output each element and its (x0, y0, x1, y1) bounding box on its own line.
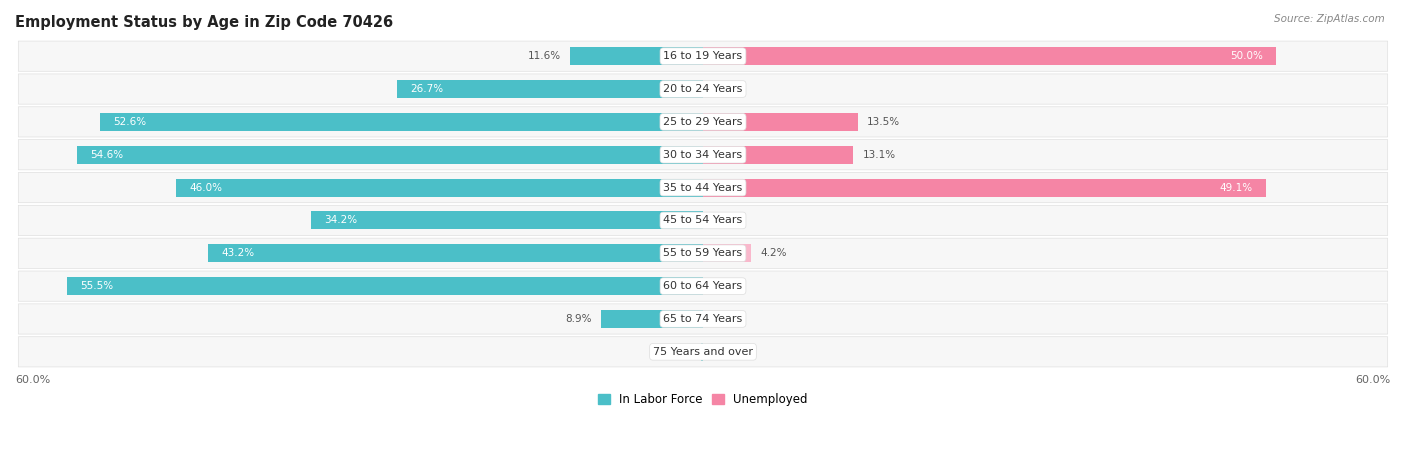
FancyBboxPatch shape (18, 304, 1388, 334)
Text: 35 to 44 Years: 35 to 44 Years (664, 183, 742, 193)
Bar (703, 146, 853, 164)
Text: 0.0%: 0.0% (714, 216, 741, 225)
Text: 75 Years and over: 75 Years and over (652, 347, 754, 357)
Text: 46.0%: 46.0% (190, 183, 222, 193)
Text: Source: ZipAtlas.com: Source: ZipAtlas.com (1274, 14, 1385, 23)
FancyBboxPatch shape (18, 41, 1388, 71)
Text: 0.0%: 0.0% (714, 347, 741, 357)
Text: 13.5%: 13.5% (868, 117, 900, 127)
FancyBboxPatch shape (18, 74, 1388, 104)
Bar (700, 343, 703, 361)
Bar (569, 47, 703, 65)
Bar (396, 80, 703, 98)
Text: 52.6%: 52.6% (114, 117, 146, 127)
Text: 16 to 19 Years: 16 to 19 Years (664, 51, 742, 61)
Text: 30 to 34 Years: 30 to 34 Years (664, 150, 742, 160)
Text: 4.2%: 4.2% (761, 248, 787, 258)
Text: 43.2%: 43.2% (221, 248, 254, 258)
Bar (208, 244, 703, 262)
Text: 55.5%: 55.5% (80, 281, 114, 291)
Text: 45 to 54 Years: 45 to 54 Years (664, 216, 742, 225)
Text: Employment Status by Age in Zip Code 70426: Employment Status by Age in Zip Code 704… (15, 15, 394, 30)
Text: 0.0%: 0.0% (714, 314, 741, 324)
Text: 0.0%: 0.0% (714, 84, 741, 94)
Text: 49.1%: 49.1% (1219, 183, 1253, 193)
Text: 26.7%: 26.7% (411, 84, 444, 94)
FancyBboxPatch shape (18, 205, 1388, 235)
Legend: In Labor Force, Unemployed: In Labor Force, Unemployed (593, 388, 813, 410)
Bar (311, 212, 703, 230)
FancyBboxPatch shape (18, 172, 1388, 202)
Text: 50.0%: 50.0% (1230, 51, 1263, 61)
Bar (77, 146, 703, 164)
Bar (100, 113, 703, 131)
FancyBboxPatch shape (18, 337, 1388, 367)
Bar (703, 47, 1277, 65)
Text: 0.0%: 0.0% (714, 281, 741, 291)
Text: 8.9%: 8.9% (565, 314, 592, 324)
Bar (66, 277, 703, 295)
Text: 13.1%: 13.1% (862, 150, 896, 160)
Bar (600, 310, 703, 328)
Text: 65 to 74 Years: 65 to 74 Years (664, 314, 742, 324)
Bar (176, 179, 703, 197)
Text: 60.0%: 60.0% (15, 375, 51, 385)
Bar (703, 113, 858, 131)
Text: 60 to 64 Years: 60 to 64 Years (664, 281, 742, 291)
Bar (703, 179, 1265, 197)
FancyBboxPatch shape (18, 107, 1388, 137)
FancyBboxPatch shape (18, 238, 1388, 268)
FancyBboxPatch shape (18, 271, 1388, 301)
Text: 55 to 59 Years: 55 to 59 Years (664, 248, 742, 258)
FancyBboxPatch shape (18, 140, 1388, 170)
Bar (703, 244, 751, 262)
Text: 34.2%: 34.2% (325, 216, 357, 225)
Text: 54.6%: 54.6% (90, 150, 124, 160)
Text: 11.6%: 11.6% (527, 51, 561, 61)
Text: 25 to 29 Years: 25 to 29 Years (664, 117, 742, 127)
Text: 20 to 24 Years: 20 to 24 Years (664, 84, 742, 94)
Text: 60.0%: 60.0% (1355, 375, 1391, 385)
Text: 0.2%: 0.2% (665, 347, 692, 357)
